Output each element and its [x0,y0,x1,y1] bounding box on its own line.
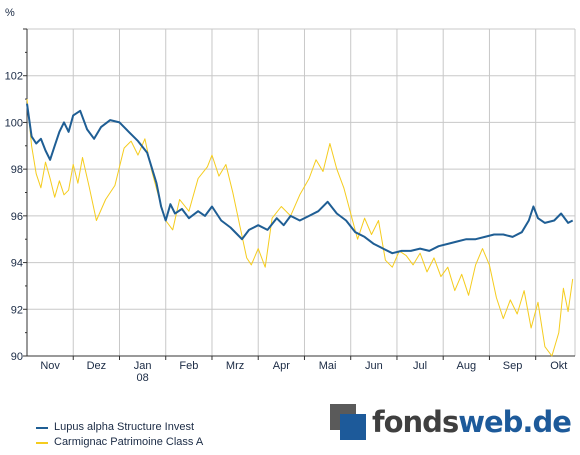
y-tick-label: 94 [11,258,23,270]
x-tick-label: Nov [40,360,60,372]
x-tick-label: Jan [134,360,152,372]
x-tick-label: Jul [413,360,427,372]
x-tick-label: Jun [365,360,383,372]
series-line-carmignac [26,99,574,357]
y-tick-label: 90 [11,351,23,363]
y-tick-label: 100 [5,117,23,129]
legend: Lupus alpha Structure Invest Carmignac P… [36,420,203,450]
fondsweb-logo-icon [330,404,366,440]
fondsweb-logo-text: fondsweb.de [372,405,572,439]
x-tick-sublabel: 08 [136,372,148,384]
y-tick-label: 102 [5,71,23,83]
x-tick-label: Apr [273,360,290,372]
axes [26,29,575,357]
x-tick-label: Dez [87,360,107,372]
legend-label-lupus: Lupus alpha Structure Invest [54,421,195,433]
logo-text-part2: web.de [458,405,572,439]
series-line-lupus [26,103,574,255]
x-tick-label: Aug [457,360,477,372]
fondsweb-logo: fondsweb.de [330,404,572,440]
grid-lines [23,28,576,360]
legend-label-carmignac: Carmignac Patrimoine Class A [54,436,204,448]
legend-item-carmignac: Carmignac Patrimoine Class A [36,435,203,450]
x-tick-label: Sep [503,360,523,372]
legend-swatch-carmignac [36,441,48,444]
series-lines [26,99,574,357]
y-tick-label: 96 [11,211,23,223]
legend-item-lupus: Lupus alpha Structure Invest [36,420,203,435]
logo-text-part1: fonds [372,405,459,439]
y-unit-label: % [5,7,15,19]
y-tick-labels: 90 92 94 96 98 100 102 [5,71,23,363]
x-tick-label: Feb [179,360,198,372]
y-tick-label: 98 [11,164,23,176]
x-tick-label: Mrz [226,360,244,372]
x-tick-label: Okt [550,360,567,372]
legend-swatch-lupus [36,426,48,429]
x-tick-label: Mai [319,360,337,372]
y-tick-label: 92 [11,304,23,316]
